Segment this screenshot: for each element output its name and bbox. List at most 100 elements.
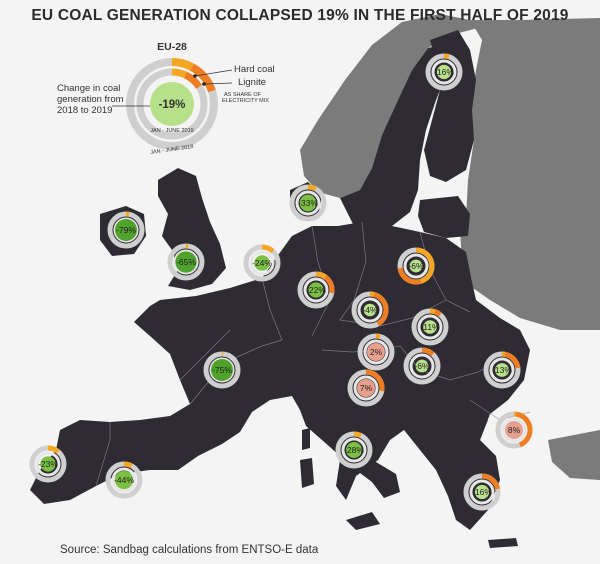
donut-czechia: -4%: [351, 291, 389, 329]
donut-inner-ring: [35, 451, 61, 477]
donut-change-disc: [299, 194, 317, 212]
legend-period-outer: JAN - JUNE 2018: [150, 144, 194, 156]
donut-denmark: -33%: [289, 184, 327, 222]
donut-romania: -13%: [483, 351, 521, 389]
legend-region-label: EU-28: [157, 41, 187, 53]
donut-greece: -16%: [463, 473, 501, 511]
donut-change-disc: [308, 282, 324, 298]
donut-change-disc: [436, 64, 452, 80]
donut-slovenia: 7%: [347, 369, 385, 407]
donut-change-disc: [505, 421, 523, 439]
donut-lignite-arc: [504, 351, 521, 369]
donut-bulgaria: 8%: [495, 411, 533, 449]
donut-lignite-arc: [365, 369, 385, 392]
non-eu-land: [282, 14, 600, 480]
legend-hard-coal-arc: [171, 58, 195, 71]
donut-lignite-arc: [373, 292, 389, 327]
legend-lignite-label: Lignite: [238, 77, 266, 88]
legend-center-disc: [150, 82, 194, 126]
donut-change-disc: [254, 255, 270, 271]
donut-value-label: 7%: [360, 383, 373, 393]
donut-slovakia: -11%: [411, 308, 449, 346]
donut-change-disc: [115, 219, 137, 241]
legend: EU-28 -19% Hard coal Lignite AS SHARE OF…: [40, 38, 300, 158]
donut-netherlands: -24%: [243, 244, 281, 282]
donut-value-label: -13%: [492, 365, 512, 375]
donut-hard-coal-arc: [375, 333, 381, 339]
donut-value-label: -23%: [38, 459, 58, 469]
legend-change-note-1: Change in coal: [57, 83, 120, 94]
donut-change-disc: [357, 379, 375, 397]
donut-italy: -28%: [335, 431, 373, 469]
donut-value-label: 2%: [370, 347, 383, 357]
donut-inner-ring: [469, 479, 495, 505]
donut-inner-ring: [353, 375, 379, 401]
donut-value-label: -6%: [414, 361, 430, 371]
legend-hard-coal-label: Hard coal: [234, 64, 275, 75]
donut-lignite-arc: [481, 473, 501, 490]
donut-value-label: -4%: [362, 305, 378, 315]
donut-inner-ring: [409, 353, 435, 379]
donut-lignite-arc: [515, 411, 533, 448]
donut-change-disc: [423, 320, 437, 334]
page-title: EU COAL GENERATION COLLAPSED 19% IN THE …: [31, 7, 569, 24]
donut-value-label: -22%: [306, 285, 326, 295]
donut-value-label: -44%: [114, 475, 134, 485]
legend-lignite-leader: [203, 82, 233, 85]
donut-value-label: 8%: [508, 425, 521, 435]
donut-change-disc: [211, 359, 233, 381]
source-note: Source: Sandbag calculations from ENTSO-…: [60, 544, 319, 556]
donut-value-label: -75%: [212, 365, 232, 375]
donut-finland: -16%: [425, 53, 463, 91]
legend-hard-coal-inner-arc: [171, 68, 188, 79]
donut-change-disc: [367, 343, 385, 361]
donut-value-label: -33%: [298, 198, 318, 208]
donut-value-label: -16%: [434, 67, 454, 77]
donut-inner-ring: [341, 437, 367, 463]
legend-change-note-3: 2018 to 2019: [57, 105, 112, 116]
donut-hard-coal-arc: [415, 247, 435, 284]
donut-inner-ring: [173, 249, 199, 275]
donut-change-disc: [495, 363, 509, 377]
donut-hard-coal-arc: [429, 308, 436, 315]
donut-austria: 2%: [357, 333, 395, 371]
donut-inner-ring: [249, 250, 275, 276]
donut-value-label: -11%: [420, 322, 440, 332]
donut-change-disc: [114, 470, 134, 490]
donut-inner-ring: [489, 357, 515, 383]
donut-lignite-arc: [421, 347, 435, 357]
donut-change-disc: [474, 484, 490, 500]
donut-value-label: -65%: [176, 257, 196, 267]
donut-portugal: -23%: [29, 445, 67, 483]
donut-value-label: -16%: [472, 487, 492, 497]
donut-hard-coal-arc: [261, 244, 275, 254]
donut-uk: -65%: [167, 243, 205, 281]
donut-value-label: -79%: [116, 225, 136, 235]
donut-hard-coal-arc: [307, 184, 317, 192]
donut-inner-ring: [431, 59, 457, 85]
donut-change-disc: [40, 456, 56, 472]
donut-change-disc: [175, 251, 197, 273]
legend-hard-coal-dot: [193, 74, 197, 78]
donut-lignite-arc: [434, 309, 442, 317]
donut-inner-ring: [111, 467, 137, 493]
donut-hard-coal-arc: [369, 291, 375, 297]
donut-change-disc: [415, 359, 429, 373]
donut-value-label: -6%: [408, 261, 424, 271]
donut-change-disc: [409, 259, 423, 273]
donut-inner-ring: [303, 277, 329, 303]
donut-lignite-arc: [323, 275, 335, 294]
legend-lignite-arc: [190, 63, 216, 93]
donut-ireland: -79%: [107, 211, 145, 249]
donut-inner-ring: [363, 339, 389, 365]
legend-change-note-2: generation from: [57, 94, 124, 105]
legend-hard-coal-leader: [194, 69, 233, 77]
donut-hard-coal-arc: [443, 53, 450, 60]
donut-inner-ring: [357, 297, 383, 323]
donut-poland: -6%: [397, 247, 435, 285]
donut-value-label: -24%: [252, 258, 272, 268]
donut-change-disc: [363, 303, 377, 317]
legend-share-note-1: AS SHARE OF: [224, 92, 262, 98]
